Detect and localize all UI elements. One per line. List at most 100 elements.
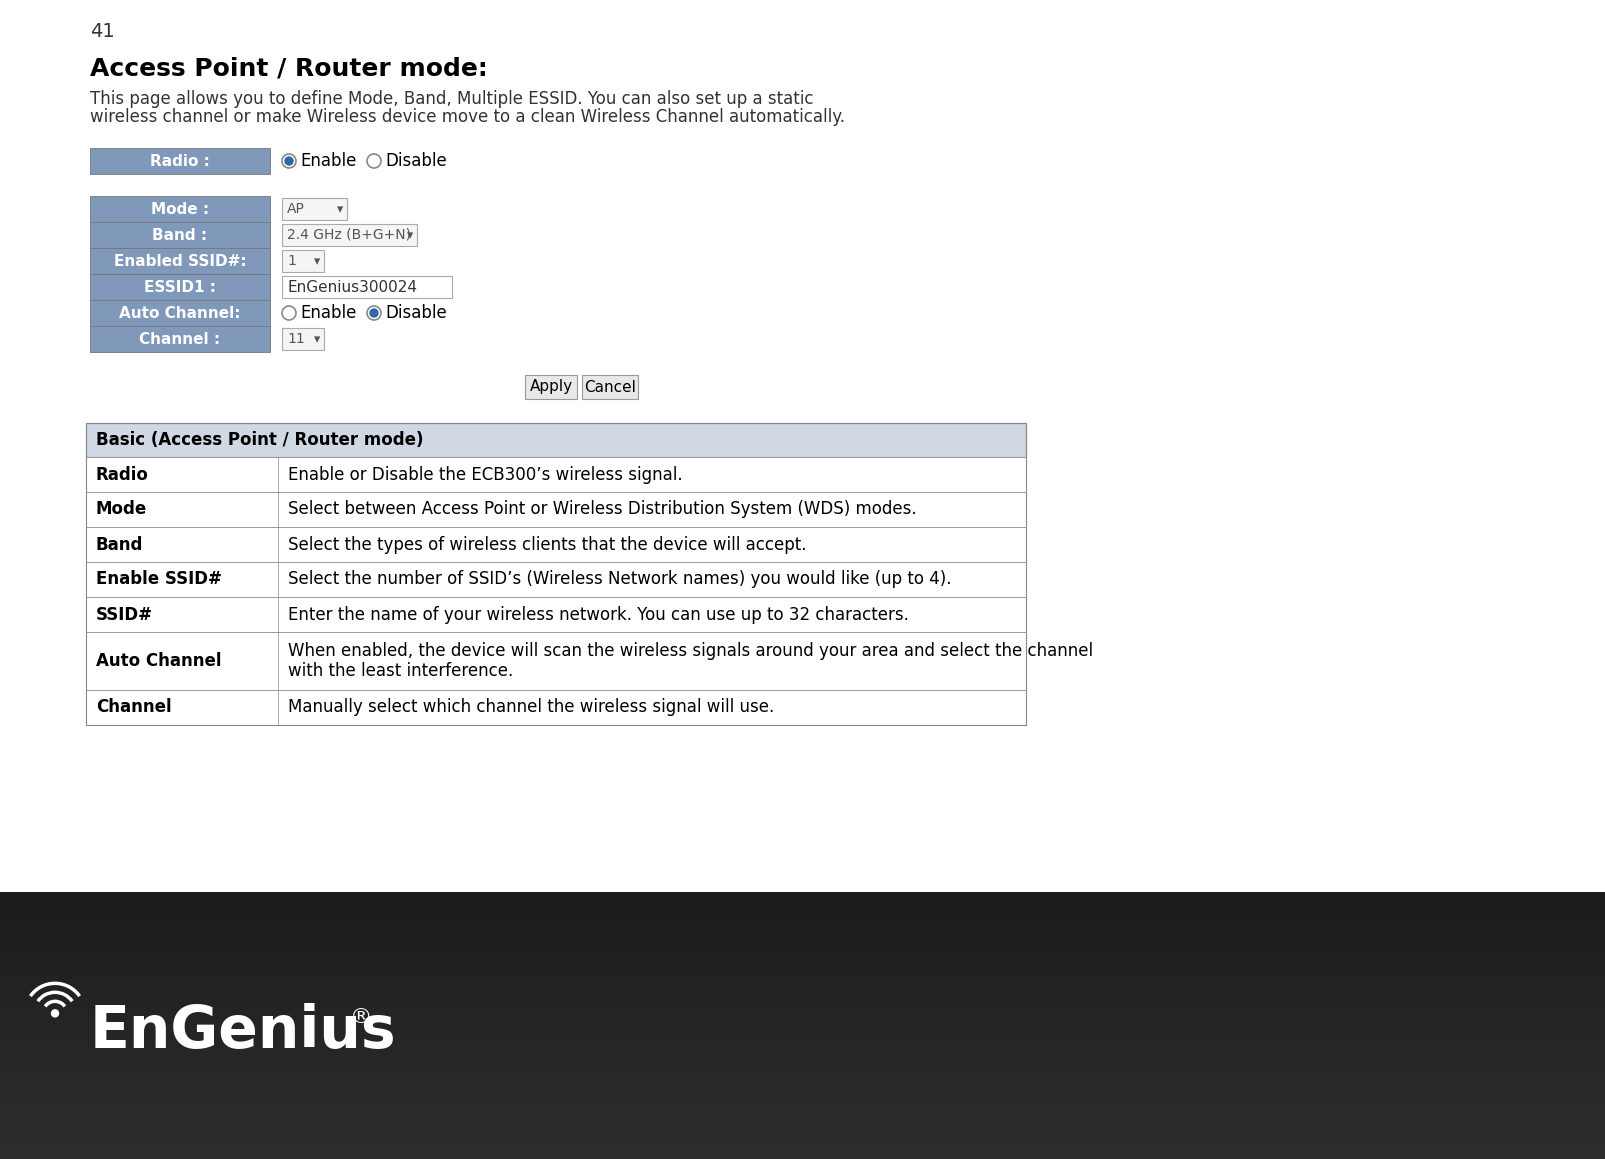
- Circle shape: [368, 306, 380, 320]
- Bar: [0, 1111, 1605, 1116]
- Bar: [0, 1025, 1605, 1029]
- Bar: [0, 1095, 1605, 1099]
- Bar: [581, 376, 637, 399]
- Bar: [0, 1042, 1605, 1045]
- Bar: [0, 921, 1605, 926]
- Bar: [0, 998, 1605, 1003]
- Text: Enable: Enable: [300, 304, 356, 322]
- Bar: [0, 1145, 1605, 1149]
- Bar: [0, 1108, 1605, 1113]
- Bar: [0, 955, 1605, 960]
- Bar: [0, 1012, 1605, 1016]
- Bar: [0, 952, 1605, 956]
- Bar: [0, 1072, 1605, 1076]
- Text: When enabled, the device will scan the wireless signals around your area and sel: When enabled, the device will scan the w…: [287, 642, 1093, 659]
- Text: Enable SSID#: Enable SSID#: [96, 570, 221, 589]
- Bar: [0, 969, 1605, 972]
- Bar: [0, 978, 1605, 983]
- Bar: [0, 1058, 1605, 1063]
- Bar: [0, 1154, 1605, 1159]
- Text: Cancel: Cancel: [584, 379, 636, 394]
- Text: SSID#: SSID#: [96, 605, 152, 624]
- Bar: [0, 898, 1605, 903]
- Text: ▾: ▾: [315, 255, 319, 269]
- Text: 11: 11: [287, 331, 305, 347]
- Text: 1: 1: [287, 254, 295, 268]
- Bar: [0, 935, 1605, 940]
- Bar: [87, 493, 1026, 527]
- Bar: [0, 982, 1605, 986]
- Bar: [0, 946, 1605, 949]
- Text: Basic (Access Point / Router mode): Basic (Access Point / Router mode): [96, 431, 424, 449]
- Circle shape: [51, 1009, 58, 1016]
- Bar: [282, 198, 347, 220]
- Bar: [0, 1015, 1605, 1020]
- Bar: [0, 1001, 1605, 1006]
- Bar: [0, 1019, 1605, 1022]
- Bar: [0, 1038, 1605, 1043]
- Text: Mode :: Mode :: [151, 202, 209, 217]
- Text: with the least interference.: with the least interference.: [287, 662, 514, 680]
- Text: Auto Channel:: Auto Channel:: [119, 306, 241, 321]
- Bar: [90, 248, 270, 274]
- Text: Channel :: Channel :: [140, 331, 220, 347]
- Text: AP: AP: [287, 202, 305, 216]
- Text: Radio: Radio: [96, 466, 149, 483]
- Bar: [525, 376, 576, 399]
- Bar: [0, 1035, 1605, 1040]
- Text: Enter the name of your wireless network. You can use up to 32 characters.: Enter the name of your wireless network.…: [287, 605, 908, 624]
- Circle shape: [284, 156, 292, 165]
- Bar: [0, 1115, 1605, 1120]
- Text: Radio :: Radio :: [149, 153, 210, 168]
- Bar: [90, 274, 270, 300]
- Bar: [0, 1005, 1605, 1009]
- Bar: [0, 942, 1605, 946]
- Bar: [87, 423, 1026, 726]
- Bar: [0, 989, 1605, 993]
- Bar: [0, 1028, 1605, 1033]
- Bar: [282, 328, 324, 350]
- Bar: [0, 1062, 1605, 1066]
- Text: ▾: ▾: [337, 204, 343, 217]
- Bar: [0, 992, 1605, 996]
- Circle shape: [282, 306, 295, 320]
- Text: ▾: ▾: [315, 334, 319, 347]
- Bar: [0, 958, 1605, 963]
- Bar: [0, 1128, 1605, 1132]
- Bar: [0, 919, 1605, 923]
- Bar: [0, 1092, 1605, 1095]
- Text: ▾: ▾: [406, 229, 412, 242]
- Text: EnGenius300024: EnGenius300024: [287, 279, 417, 294]
- Text: wireless channel or make Wireless device move to a clean Wireless Channel automa: wireless channel or make Wireless device…: [90, 108, 844, 126]
- Bar: [0, 902, 1605, 906]
- Text: Select the number of SSID’s (Wireless Network names) you would like (up to 4).: Select the number of SSID’s (Wireless Ne…: [287, 570, 950, 589]
- Text: Disable: Disable: [385, 152, 446, 170]
- Text: Select the types of wireless clients that the device will accept.: Select the types of wireless clients tha…: [287, 535, 806, 554]
- Text: Disable: Disable: [385, 304, 446, 322]
- Bar: [0, 1051, 1605, 1056]
- Bar: [0, 1081, 1605, 1086]
- Bar: [0, 1048, 1605, 1052]
- Bar: [0, 1032, 1605, 1036]
- Text: EnGenius: EnGenius: [90, 1003, 396, 1059]
- Bar: [0, 948, 1605, 953]
- Bar: [0, 1105, 1605, 1109]
- Bar: [0, 1118, 1605, 1122]
- Text: 2.4 GHz (B+G+N): 2.4 GHz (B+G+N): [287, 228, 411, 242]
- Text: Band: Band: [96, 535, 143, 554]
- Bar: [90, 223, 270, 248]
- Bar: [87, 423, 1026, 457]
- Bar: [0, 1069, 1605, 1072]
- Bar: [0, 985, 1605, 990]
- Bar: [87, 632, 1026, 690]
- Bar: [0, 1045, 1605, 1049]
- Text: This page allows you to define Mode, Band, Multiple ESSID. You can also set up a: This page allows you to define Mode, Ban…: [90, 90, 814, 108]
- Text: Enable or Disable the ECB300’s wireless signal.: Enable or Disable the ECB300’s wireless …: [287, 466, 682, 483]
- Bar: [0, 1098, 1605, 1102]
- Bar: [0, 895, 1605, 899]
- Bar: [0, 905, 1605, 910]
- Bar: [87, 457, 1026, 493]
- Text: ESSID1 :: ESSID1 :: [144, 279, 215, 294]
- Bar: [0, 1065, 1605, 1070]
- Text: 41: 41: [90, 22, 114, 41]
